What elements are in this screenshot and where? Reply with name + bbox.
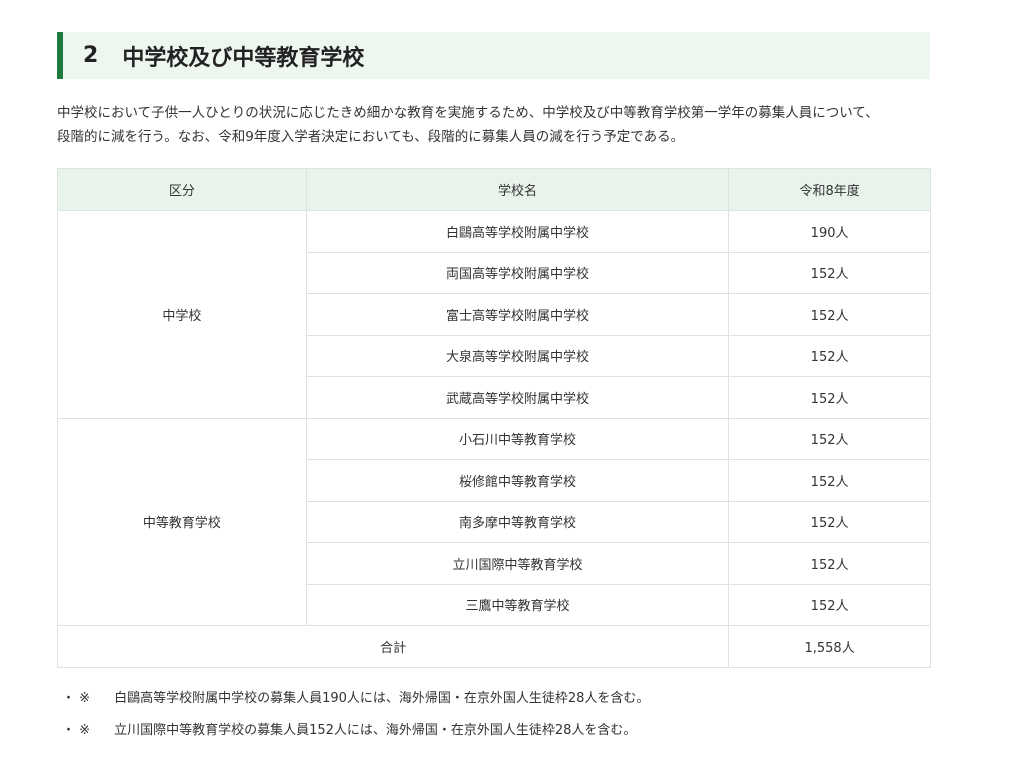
table-row: 三鷹中等教育学校 152人	[58, 583, 931, 626]
note-item: ・ ※ 白鷗高等学校附属中学校の募集人員190人には、海外帰国・在京外国人生徒枠2…	[62, 687, 649, 719]
enrollment-table: 区分 学校名 令和8年度 中学校 白鷗高等学校附属中学校 190人 両国高等学校附属中…	[56, 168, 931, 668]
section-number: 2	[83, 43, 99, 68]
bullet: ・	[62, 723, 76, 738]
notes-list: ・ ※ 白鷗高等学校附属中学校の募集人員190人には、海外帰国・在京外国人生徒枠2…	[62, 687, 649, 751]
school-name-cell: 三鷹中等教育学校	[305, 583, 730, 626]
table-row: 桜修館中等教育学校 152人	[58, 459, 931, 502]
header-category: 区分	[57, 168, 307, 211]
table-row: 中学校 白鷗高等学校附属中学校 190人	[57, 210, 931, 419]
header-year: 令和8年度	[728, 168, 931, 211]
enrollment-cell: 152人	[728, 459, 931, 502]
paragraph-line: 段階的に減を行う。なお、令和9年度入学者決定においても、段階的に募集人員の減を行…	[57, 129, 685, 145]
school-name-cell: 南多摩中等教育学校	[305, 500, 730, 543]
total-value: 1,558人	[728, 625, 931, 668]
enrollment-cell: 190人	[728, 210, 931, 253]
note-text: 立川国際中等教育学校の募集人員152人には、海外帰国・在京外国人生徒枠28人を含…	[114, 723, 637, 738]
bullet: ・	[62, 691, 76, 706]
total-label: 合計	[56, 625, 730, 668]
section-title: 中学校及び中等教育学校	[122, 45, 365, 71]
intro-paragraph: 中学校において子供一人ひとりの状況に応じたきめ細かな教育を実施するため、中学校及…	[57, 101, 937, 149]
enrollment-cell: 152人	[728, 334, 931, 377]
school-name-cell: 武蔵高等学校附属中学校	[305, 376, 730, 419]
section-heading: 2 中学校及び中等教育学校	[57, 32, 930, 79]
school-name-cell: 大泉高等学校附属中学校	[305, 334, 730, 377]
note-item: ・ ※ 立川国際中等教育学校の募集人員152人には、海外帰国・在京外国人生徒枠28…	[62, 719, 649, 751]
note-mark: ※	[79, 691, 91, 706]
enrollment-cell: 152人	[728, 417, 931, 460]
school-name-cell: 小石川中等教育学校	[305, 417, 730, 460]
table-row: 両国高等学校附属中学校 152人	[58, 251, 931, 294]
table-row: 富士高等学校附属中学校 152人	[58, 293, 931, 336]
category-cell: 中等教育学校	[57, 417, 307, 626]
table-row: 大泉高等学校附属中学校 152人	[58, 334, 931, 377]
school-name-cell: 富士高等学校附属中学校	[305, 293, 730, 336]
table-row: 立川国際中等教育学校 152人	[58, 542, 931, 585]
category-cell: 中学校	[57, 210, 307, 419]
note-mark: ※	[79, 723, 91, 738]
enrollment-cell: 152人	[728, 293, 931, 336]
school-name-cell: 立川国際中等教育学校	[305, 542, 730, 585]
header-school: 学校名	[305, 168, 730, 211]
total-row: 合計 1,558人	[56, 625, 931, 668]
school-name-cell: 白鷗高等学校附属中学校	[305, 210, 730, 253]
paragraph-line: 中学校において子供一人ひとりの状況に応じたきめ細かな教育を実施するため、中学校及…	[57, 105, 879, 121]
enrollment-cell: 152人	[728, 542, 931, 585]
enrollment-cell: 152人	[728, 251, 931, 294]
table-row: 中等教育学校 小石川中等教育学校 152人	[57, 417, 931, 626]
enrollment-cell: 152人	[728, 583, 931, 626]
school-name-cell: 両国高等学校附属中学校	[305, 251, 730, 294]
note-text: 白鷗高等学校附属中学校の募集人員190人には、海外帰国・在京外国人生徒枠28人を…	[114, 691, 650, 706]
school-name-cell: 桜修館中等教育学校	[305, 459, 730, 502]
table-row: 南多摩中等教育学校 152人	[58, 500, 931, 543]
enrollment-cell: 152人	[728, 376, 931, 419]
table-row: 武蔵高等学校附属中学校 152人	[58, 376, 931, 419]
enrollment-cell: 152人	[728, 500, 931, 543]
